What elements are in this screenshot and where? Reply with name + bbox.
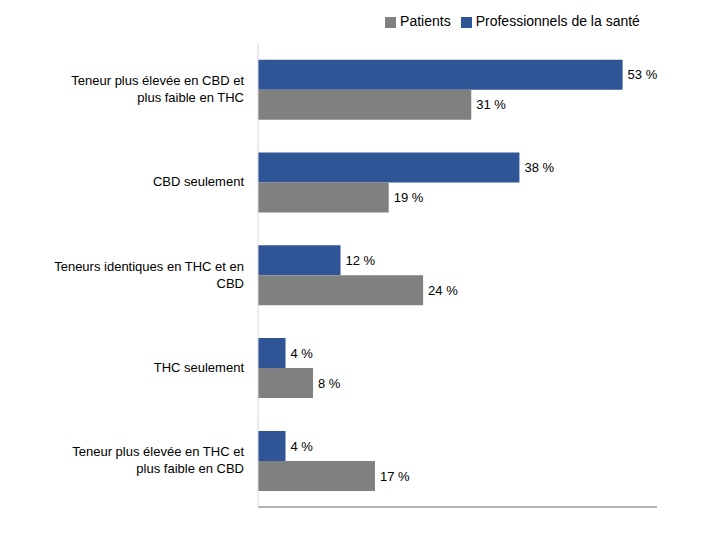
svg-text:17 %: 17 % [380,469,410,484]
svg-text:19 %: 19 % [394,190,424,205]
svg-text:4 %: 4 % [291,346,314,361]
svg-text:24 %: 24 % [428,283,458,298]
svg-text:8 %: 8 % [318,376,341,391]
svg-text:31 %: 31 % [476,97,506,112]
svg-text:38 %: 38 % [524,160,554,175]
html-text:Professionnels de la santé: Professionnels de la santé [475,13,640,29]
html-text:Patients: Patients [400,13,451,29]
svg-text:Teneur plus élevée en THC etpl: Teneur plus élevée en THC etplus faible … [72,444,244,476]
svg-text:4 %: 4 % [291,439,314,454]
svg-text:Teneurs identiques en THC et e: Teneurs identiques en THC et enCBD [54,259,244,291]
svg-text:12 %: 12 % [346,253,376,268]
svg-text:53 %: 53 % [628,67,658,82]
svg-text:THC seulement: THC seulement [154,360,245,375]
svg-text:CBD seulement: CBD seulement [153,174,244,189]
svg-text:Teneur plus élevée en CBD etpl: Teneur plus élevée en CBD etplus faible … [71,73,244,105]
